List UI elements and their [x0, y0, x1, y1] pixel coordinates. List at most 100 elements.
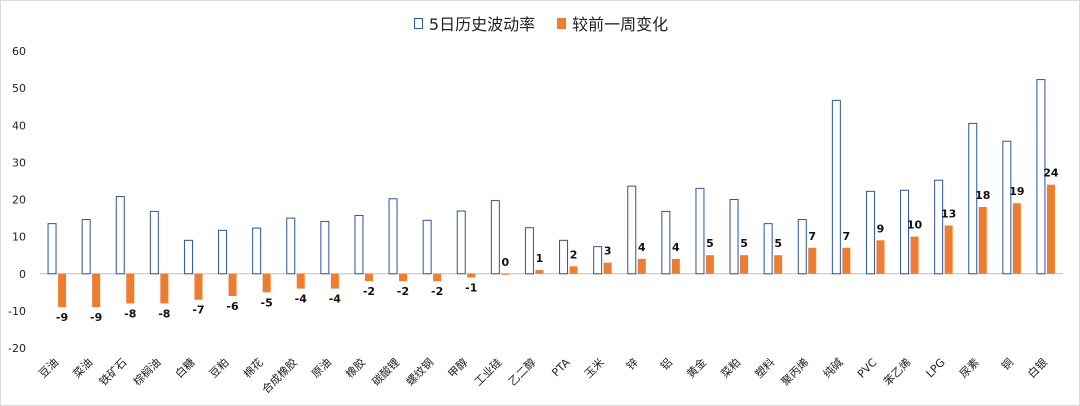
bar-weekly-change [399, 273, 408, 282]
data-label-weekly-change: 5 [740, 237, 748, 250]
bar-weekly-change [364, 273, 373, 282]
bar-weekly-change [467, 273, 476, 278]
bar-volatility [81, 219, 91, 275]
bar-volatility [47, 223, 57, 275]
y-tick-label: 40 [12, 119, 26, 132]
bar-volatility [695, 187, 705, 275]
bar-volatility [797, 219, 807, 275]
data-label-weekly-change: 5 [706, 237, 714, 250]
x-category-label: 铁矿石 [97, 356, 130, 389]
x-category-label: 苯乙烯 [880, 355, 913, 388]
bar-volatility [490, 200, 500, 275]
data-label-weekly-change: 4 [672, 241, 680, 254]
bar-weekly-change [671, 258, 680, 274]
bar-weekly-change [740, 255, 749, 274]
bar-weekly-change [774, 255, 783, 274]
bar-weekly-change [910, 236, 919, 274]
y-tick-label: 0 [19, 268, 26, 281]
data-label-weekly-change: -1 [465, 281, 477, 294]
y-tick-label: 10 [12, 231, 26, 244]
data-label-weekly-change: -9 [90, 311, 102, 324]
data-label-weekly-change: -8 [158, 307, 170, 320]
x-category-label: PTA [549, 356, 573, 380]
x-category-label: 尿素 [957, 356, 982, 381]
data-label-weekly-change: -5 [261, 296, 273, 309]
legend-swatch-volatility [413, 17, 423, 29]
x-category-label: 铜 [998, 355, 1016, 373]
bar-weekly-change [58, 273, 67, 308]
bar-weekly-change [433, 273, 442, 282]
bar-volatility [286, 217, 296, 275]
x-category-label: 菜油 [70, 355, 95, 380]
bar-weekly-change [705, 255, 714, 274]
data-label-weekly-change: 4 [638, 241, 646, 254]
x-category-label: 聚丙烯 [779, 356, 812, 389]
x-category-label: 甲醇 [445, 355, 470, 380]
bar-volatility [831, 99, 841, 275]
bar-volatility [456, 210, 466, 275]
bar-volatility [149, 210, 159, 275]
data-label-weekly-change: 3 [604, 245, 612, 258]
x-category-label: PVC [855, 356, 880, 381]
bar-weekly-change [296, 273, 305, 289]
bar-volatility [218, 229, 228, 275]
y-tick-label: -10 [8, 305, 26, 318]
bar-volatility [115, 196, 125, 275]
x-category-label: 原油 [309, 355, 334, 380]
data-label-weekly-change: -6 [226, 300, 239, 313]
bar-weekly-change [126, 273, 135, 304]
data-label-weekly-change: -9 [56, 311, 68, 324]
x-category-label: 工业硅 [472, 356, 505, 389]
bar-weekly-change [1012, 203, 1021, 274]
bar-weekly-change [194, 273, 203, 300]
data-label-weekly-change: 0 [502, 256, 510, 269]
legend-label-volatility: 5日历史波动率 [428, 15, 536, 34]
data-label-weekly-change: 9 [877, 222, 885, 235]
x-category-label: 白银 [1025, 355, 1050, 380]
bar-volatility [422, 219, 432, 275]
bar-volatility [865, 190, 875, 275]
x-category-label: 碳酸锂 [369, 355, 402, 388]
data-label-weekly-change: 10 [907, 219, 923, 232]
bar-weekly-change [92, 273, 101, 308]
x-category-label: 棉花 [240, 355, 265, 380]
y-tick-label: 50 [12, 82, 26, 95]
bar-volatility [1002, 140, 1012, 275]
bar-volatility [661, 210, 671, 275]
x-category-label: 锌 [623, 355, 641, 373]
bar-volatility [183, 239, 193, 275]
x-category-label: 螺纹钢 [403, 355, 436, 388]
y-tick-label: 30 [12, 156, 26, 169]
data-label-weekly-change: 18 [975, 189, 990, 202]
x-category-label: 豆粕 [206, 355, 231, 380]
bar-weekly-change [160, 273, 169, 304]
x-category-label: 玉米 [582, 356, 607, 381]
x-category-label: 橡胶 [343, 355, 368, 380]
x-category-label: 白糖 [172, 355, 197, 380]
y-tick-label: -20 [8, 342, 26, 355]
bar-volatility [1036, 79, 1046, 275]
bar-weekly-change [944, 225, 953, 274]
bar-weekly-change [501, 273, 510, 275]
x-category-label: 纯碱 [821, 356, 846, 381]
x-category-label: 乙二醇 [505, 355, 538, 388]
bar-weekly-change [876, 240, 885, 274]
bar-weekly-change [637, 258, 646, 274]
bar-volatility [900, 189, 910, 275]
x-category-label: 塑料 [752, 355, 777, 380]
data-label-weekly-change: 24 [1043, 167, 1059, 180]
legend-swatch-weekly-change [557, 17, 567, 29]
bar-volatility [593, 246, 603, 275]
x-category-label: 铝 [657, 355, 675, 373]
data-label-weekly-change: 5 [774, 237, 782, 250]
bar-volatility [524, 227, 534, 275]
x-category-label: 菜粕 [718, 355, 743, 380]
bar-volatility [763, 223, 773, 275]
bar-volatility [252, 227, 262, 275]
bar-volatility [934, 179, 944, 275]
x-category-label: 豆油 [36, 355, 61, 380]
data-label-weekly-change: 7 [808, 230, 816, 243]
y-tick-label: 60 [12, 45, 26, 58]
data-label-weekly-change: 19 [1009, 185, 1024, 198]
